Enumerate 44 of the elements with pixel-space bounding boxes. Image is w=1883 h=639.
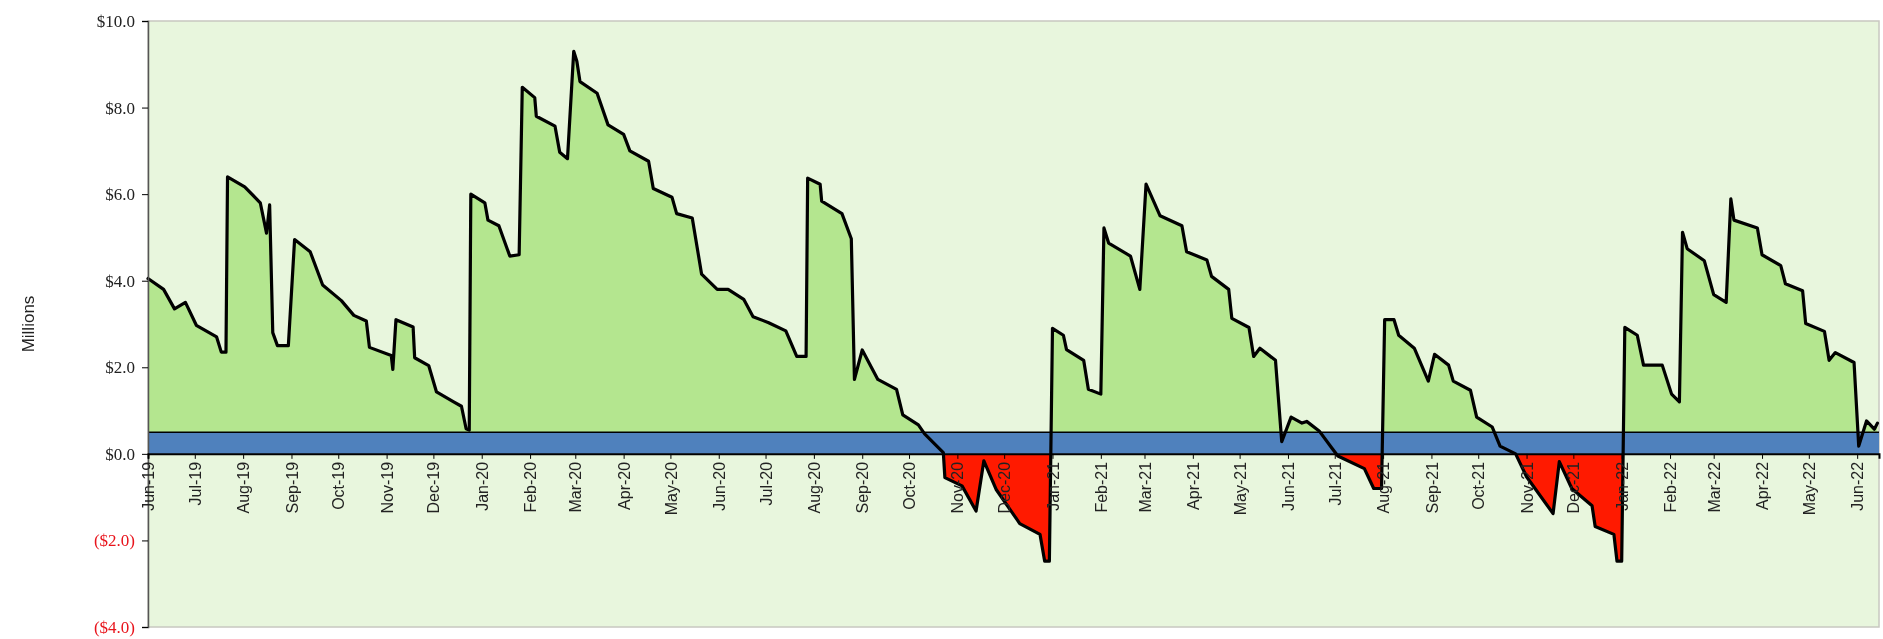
x-tick-label: Sep-20 bbox=[854, 461, 872, 514]
x-tick-label: Sep-19 bbox=[283, 461, 301, 514]
x-tick-label: Dec-19 bbox=[425, 461, 443, 514]
x-tick-label: Feb-20 bbox=[522, 461, 540, 513]
x-tick-label: Jan-20 bbox=[473, 461, 491, 511]
y-axis-title: Millions bbox=[19, 295, 38, 353]
x-tick-label: Jul-21 bbox=[1326, 461, 1344, 506]
x-tick-label: Mar-22 bbox=[1705, 461, 1723, 513]
x-tick-label: Jan-21 bbox=[1044, 461, 1062, 511]
y-tick-label: $6.0 bbox=[105, 185, 135, 205]
x-tick-label: Dec-21 bbox=[1565, 461, 1583, 514]
x-tick-label: Mar-21 bbox=[1136, 461, 1154, 513]
x-tick-label: Jun-22 bbox=[1849, 461, 1867, 511]
x-tick-label: Oct-20 bbox=[901, 461, 919, 510]
x-tick-label: Aug-20 bbox=[805, 461, 823, 514]
x-tick-label: Sep-21 bbox=[1423, 461, 1441, 514]
x-tick-label: Jan-22 bbox=[1613, 461, 1631, 511]
x-tick-label: Apr-20 bbox=[615, 461, 633, 510]
x-tick-label: May-20 bbox=[662, 461, 680, 516]
y-tick-label: $8.0 bbox=[105, 98, 135, 118]
x-tick-label: Jun-20 bbox=[710, 461, 728, 511]
x-tick-label: Mar-20 bbox=[567, 461, 585, 513]
y-tick-label: ($4.0) bbox=[93, 617, 135, 637]
y-tick-label: $0.0 bbox=[105, 444, 135, 464]
x-tick-label: Jun-19 bbox=[140, 461, 158, 511]
x-tick-label: Aug-19 bbox=[235, 461, 253, 514]
x-tick-label: Nov-21 bbox=[1518, 461, 1536, 514]
y-tick-label: $10.0 bbox=[96, 11, 135, 31]
x-tick-label: Oct-21 bbox=[1470, 461, 1488, 510]
x-tick-label: Feb-21 bbox=[1092, 461, 1110, 513]
x-tick-label: May-22 bbox=[1800, 461, 1818, 516]
x-tick-label: May-21 bbox=[1231, 461, 1249, 516]
x-tick-label: Jun-21 bbox=[1280, 461, 1298, 511]
x-tick-label: Jul-20 bbox=[757, 461, 775, 506]
y-tick-label: $4.0 bbox=[105, 271, 135, 291]
x-tick-label: Apr-21 bbox=[1184, 461, 1202, 510]
x-tick-label: Feb-22 bbox=[1662, 461, 1680, 513]
x-tick-label: Nov-19 bbox=[378, 461, 396, 514]
x-tick-label: Apr-22 bbox=[1754, 461, 1772, 510]
x-tick-label: Jul-19 bbox=[186, 461, 204, 506]
y-tick-label: $2.0 bbox=[105, 358, 135, 378]
x-tick-label: Oct-19 bbox=[330, 461, 348, 510]
x-tick-label: Aug-21 bbox=[1375, 461, 1393, 514]
y-tick-label: ($2.0) bbox=[93, 531, 135, 551]
